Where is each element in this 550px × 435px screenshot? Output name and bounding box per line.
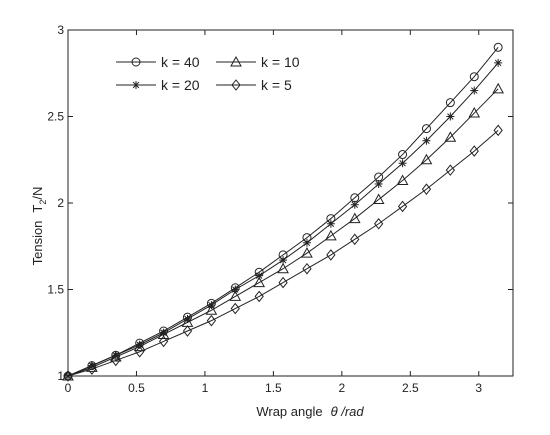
data-point: [494, 58, 503, 67]
data-point: [444, 131, 457, 142]
data-point: [253, 276, 266, 288]
data-point: [229, 290, 242, 301]
data-point: [446, 112, 455, 121]
data-point: [182, 325, 193, 337]
x-tick-label: 2: [339, 381, 346, 395]
data-point: [469, 145, 479, 157]
series-k-20: [64, 58, 503, 380]
data-point: [230, 302, 240, 315]
x-tick-label: 3: [475, 381, 482, 395]
data-point: [396, 174, 409, 186]
series-line: [67, 88, 499, 377]
y-tick-label: 1: [57, 369, 64, 383]
data-point: [278, 276, 288, 289]
y-tick-label: 2: [57, 196, 64, 210]
data-point: [374, 217, 384, 230]
data-point: [133, 340, 146, 352]
data-point: [372, 193, 385, 205]
data-point: [421, 124, 431, 134]
data-point: [325, 229, 337, 241]
data-point: [420, 153, 433, 165]
tick-labels: 0 0.5 1 1.5 2 2.5 3 1 1.5 2 2.5 3: [47, 23, 482, 395]
data-point: [301, 247, 313, 258]
data-point: [374, 179, 383, 188]
legend-label: k = 40: [161, 54, 200, 70]
data-point: [469, 72, 479, 82]
data-point: [468, 107, 481, 118]
y-tick-label: 3: [57, 23, 64, 37]
data-point: [348, 212, 361, 224]
data-point: [254, 290, 264, 303]
x-tick-label: 1.5: [265, 381, 282, 395]
data-point: [326, 219, 335, 228]
y-tick-label: 2.5: [47, 110, 64, 124]
data-point: [87, 363, 97, 375]
legend-marker: [231, 79, 241, 91]
data-point: [398, 150, 408, 160]
data-point: [206, 314, 217, 327]
x-tick-label: 0.5: [128, 381, 145, 395]
series-k-40: [63, 42, 503, 381]
x-tick-label: 1: [202, 381, 209, 395]
data-point: [157, 328, 170, 339]
series-line: [67, 129, 499, 377]
data-point: [302, 238, 311, 247]
data-point: [421, 183, 432, 195]
legend-marker: [131, 57, 141, 67]
data-point: [135, 345, 145, 358]
data-point: [470, 86, 479, 95]
series-k-10: [62, 82, 505, 381]
data-point: [397, 200, 408, 213]
data-point: [445, 98, 455, 108]
series-line: [67, 46, 499, 377]
data-point: [350, 233, 360, 246]
legend-label: k = 10: [261, 54, 300, 70]
y-tick-label: 1.5: [47, 283, 64, 297]
x-tick-label: 0: [65, 381, 72, 395]
data-point: [111, 354, 121, 367]
data-point: [302, 262, 312, 275]
data-point: [492, 82, 505, 94]
data-point: [422, 136, 431, 145]
data-point: [158, 335, 169, 348]
legend-item: k = 5: [216, 77, 292, 93]
data-point: [205, 304, 218, 315]
x-tick-label: 2.5: [402, 381, 419, 395]
data-point: [445, 164, 455, 176]
x-axis-label: Wrap angle θ /rad: [256, 404, 364, 419]
data-point: [398, 159, 407, 168]
data-point: [326, 249, 336, 261]
legend: k = 40 k = 10 k = 20 k = 5: [116, 54, 300, 93]
data-point: [350, 200, 359, 209]
series-k-5: [63, 124, 503, 382]
plot-axes: [67, 29, 514, 377]
legend-item: k = 40: [116, 54, 200, 70]
legend-item: k = 10: [216, 54, 300, 70]
data-point: [109, 350, 122, 362]
data-point: [277, 262, 289, 274]
y-axis-label: TensionT2/N: [30, 187, 48, 266]
legend-label: k = 20: [161, 77, 200, 93]
series-layer: [62, 42, 505, 382]
legend-marker: [132, 81, 140, 89]
data-point: [63, 370, 73, 382]
series-line: [67, 62, 499, 377]
legend-marker: [230, 55, 242, 67]
legend-label: k = 5: [261, 77, 292, 93]
data-point: [493, 124, 503, 137]
data-point: [493, 42, 503, 52]
legend-item: k = 20: [116, 77, 200, 93]
